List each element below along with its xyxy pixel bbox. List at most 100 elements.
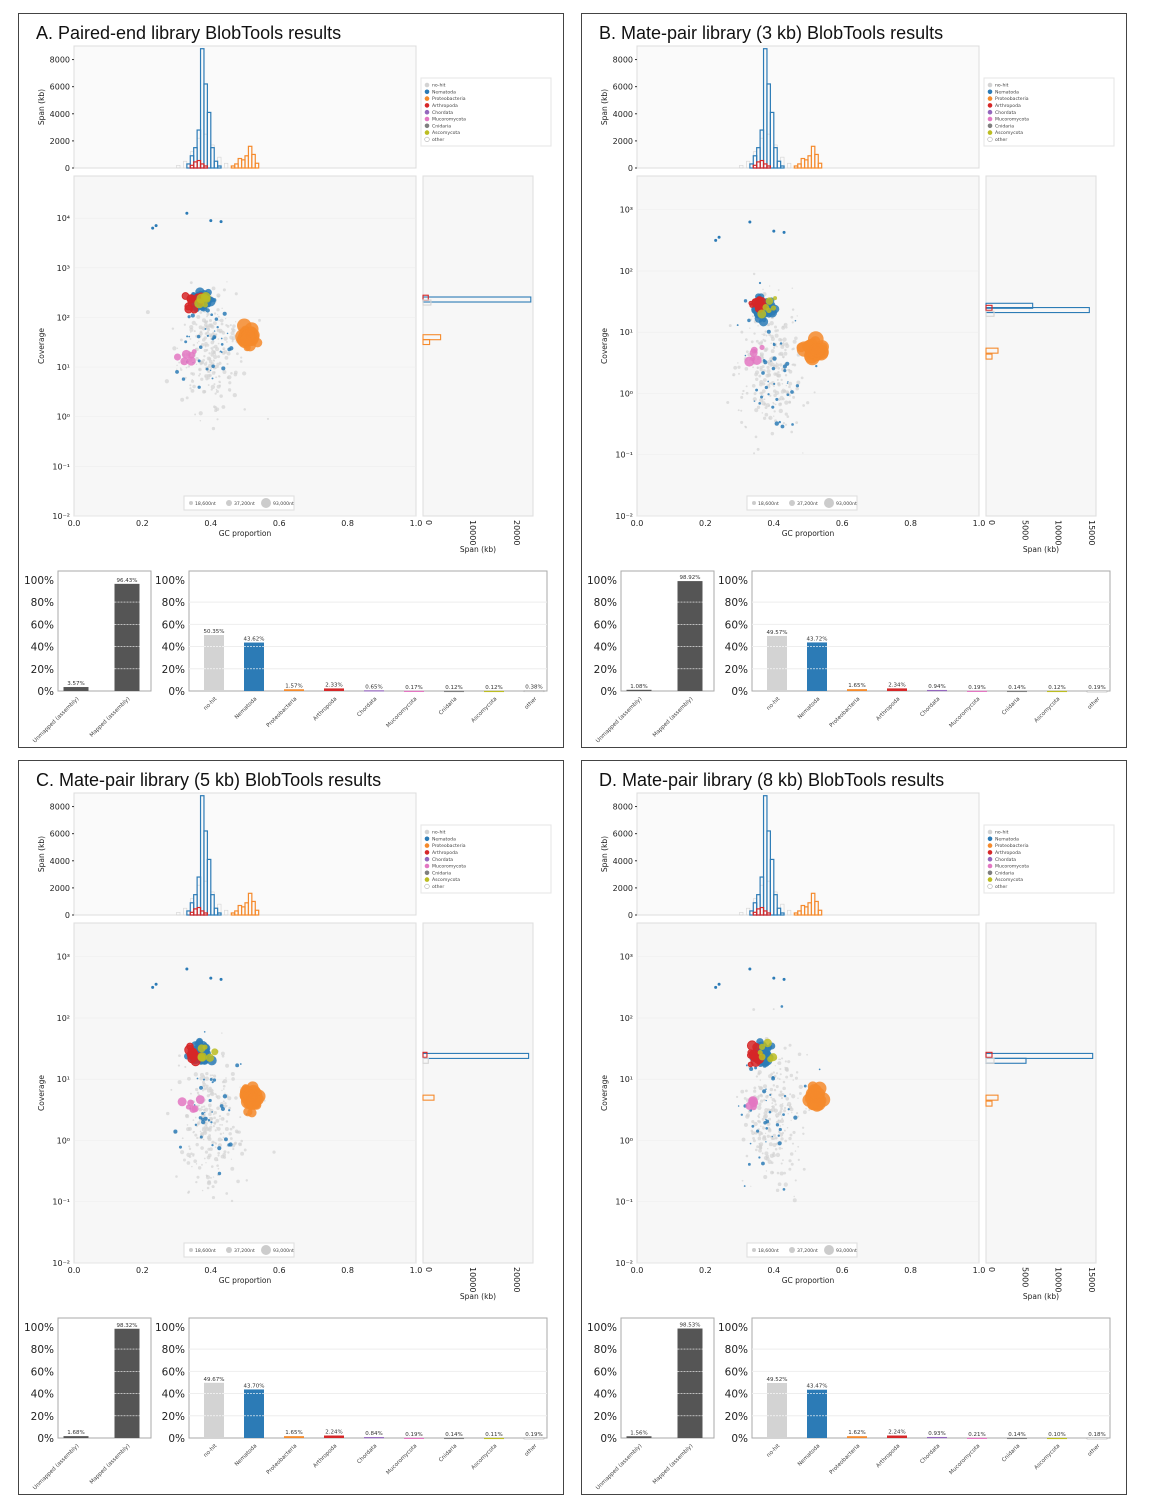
scatter-point-no-hit [240, 356, 243, 359]
legend-label: Cnidaria [995, 870, 1014, 876]
scatter-point-no-hit [219, 1123, 221, 1126]
scatter-point-no-hit [145, 310, 150, 315]
size-legend-marker [789, 500, 795, 506]
scatter-point-nematoda [211, 1111, 213, 1113]
scatter-point-nematoda [210, 1121, 213, 1124]
taxa-bar [767, 635, 787, 691]
scatter-point-no-hit [766, 1134, 770, 1138]
y-tick-label: 10⁰ [57, 413, 70, 422]
scatter-point-no-hit [208, 359, 213, 364]
taxa-value-label: 1.65% [848, 683, 865, 689]
scatter-point-no-hit [216, 293, 221, 298]
scatter-point-no-hit [794, 1150, 797, 1152]
legend-marker-arthropoda [987, 850, 993, 855]
scatter-point-nematoda [186, 335, 189, 338]
scatter-point-ascomycota [197, 1044, 206, 1053]
side-histogram-area [985, 922, 1097, 1264]
scatter-point-no-hit [223, 336, 228, 341]
scatter-point-no-hit [737, 365, 741, 369]
scatter-point-no-hit [789, 1133, 793, 1137]
x-tick-label: 0.8 [904, 519, 917, 528]
scatter-point-nematoda [783, 369, 787, 373]
scatter-point-no-hit [198, 1104, 201, 1107]
scatter-point-nematoda [775, 1123, 780, 1127]
scatter-point-no-hit [211, 371, 216, 375]
scatter-point-no-hit [222, 1136, 225, 1139]
scatter-point-ascomycota [767, 1055, 774, 1063]
top-hist-ytick: 2000 [50, 137, 70, 146]
size-legend-label: 37,200nt [797, 501, 818, 507]
scatter-point-no-hit [213, 350, 216, 354]
scatter-point-no-hit [798, 1092, 802, 1095]
scatter-point-no-hit [754, 435, 758, 439]
scatter-point-no-hit [762, 333, 766, 336]
scatter-point-no-hit [779, 1068, 782, 1071]
scatter-point-no-hit [772, 1151, 775, 1155]
side-hist-bar-proteobacteria [422, 338, 431, 346]
top-hist-bar-nematoda [769, 858, 775, 916]
scatter-point-no-hit [213, 1116, 216, 1120]
scatter-point-nematoda [779, 342, 783, 345]
scatter-point-no-hit [765, 334, 768, 337]
top-hist-bar-nematoda [776, 160, 782, 169]
scatter-point-no-hit [767, 359, 772, 364]
taxa-bar [887, 688, 907, 691]
taxa-category-label: no-hit [203, 696, 219, 712]
y-tick-label: 10⁻¹ [52, 1198, 70, 1207]
scatter-point-no-hit [213, 360, 215, 362]
top-hist-bar-nematoda [206, 858, 212, 916]
top-hist-bar-nematoda [773, 147, 778, 169]
scatter-point-no-hit [226, 341, 228, 343]
scatter-point-no-hit [792, 1079, 794, 1081]
scatter-point-nematoda [190, 313, 195, 318]
scatter-point-no-hit [200, 1106, 204, 1109]
scatter-point-no-hit [756, 405, 761, 409]
panel-title: B. Mate-pair library (3 kb) BlobTools re… [599, 23, 943, 43]
scatter-point-no-hit [763, 1175, 768, 1180]
scatter-point-no-hit [736, 1095, 739, 1099]
top-hist-ytick: 0 [628, 164, 633, 173]
size-legend-label: 37,200nt [234, 1248, 255, 1254]
scatter-point-no-hit [770, 337, 775, 342]
scatter-point-nematoda [794, 319, 797, 322]
scatter-point-no-hit [245, 1179, 248, 1182]
scatter-point-no-hit [794, 1179, 797, 1182]
scatter-point-no-hit [214, 1092, 217, 1096]
scatter-point-no-hit [170, 1088, 173, 1091]
scatter-point-nematoda [151, 226, 155, 230]
scatter-point-nematoda [778, 1127, 782, 1132]
scatter-point-no-hit [236, 352, 239, 356]
mapping-category-label: Unmapped (assembly) [32, 1443, 80, 1491]
scatter-point-no-hit [221, 405, 226, 409]
top-hist-ytick: 6000 [613, 83, 633, 92]
scatter-point-no-hit [789, 1093, 792, 1096]
scatter-point-no-hit [210, 340, 215, 345]
taxa-category-label: Mucoromycota [385, 696, 418, 729]
taxa-bar [847, 1436, 867, 1438]
scatter-point-no-hit [784, 325, 788, 329]
scatter-point-no-hit [213, 1156, 219, 1162]
scatter-point-no-hit [199, 373, 201, 375]
scatter-point-no-hit [192, 1153, 195, 1156]
scatter-point-no-hit [771, 362, 775, 367]
legend-marker-nematoda [987, 836, 993, 842]
scatter-point-no-hit [188, 1155, 192, 1158]
figure-panel-svg: C. Mate-pair library (5 kb) BlobTools re… [24, 770, 552, 1491]
scatter-point-nematoda [194, 1123, 198, 1127]
scatter-point-nematoda [747, 1162, 751, 1166]
scatter-point-no-hit [772, 346, 776, 349]
scatter-point-ascomycota [762, 304, 770, 311]
scatter-point-no-hit [728, 324, 732, 327]
taxa-ytick: 100% [155, 575, 185, 587]
scatter-point-no-hit [239, 360, 243, 363]
scatter-point-no-hit [751, 1120, 755, 1124]
scatter-point-no-hit [783, 341, 785, 343]
y-tick-label: 10² [620, 1014, 633, 1023]
scatter-point-no-hit [218, 1114, 222, 1118]
panel-b: B. Mate-pair library (3 kb) BlobTools re… [581, 13, 1127, 748]
scatter-point-no-hit [216, 1126, 221, 1131]
scatter-point-no-hit [778, 1058, 780, 1061]
scatter-point-no-hit [195, 357, 199, 361]
scatter-point-no-hit [763, 1111, 768, 1116]
scatter-point-ascomycota [770, 305, 777, 311]
